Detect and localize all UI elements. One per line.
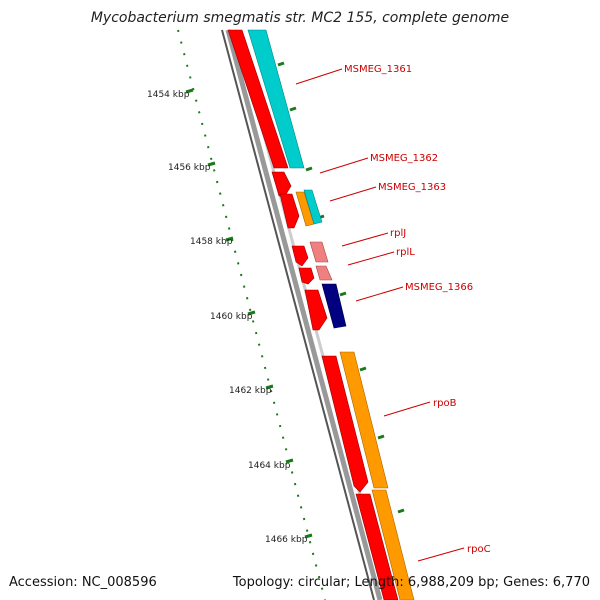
feature-rpoc-orange: [371, 489, 415, 600]
ruler-label-1456: 1456 kbp: [168, 163, 211, 173]
ruler-label-1466: 1466 kbp: [265, 535, 308, 545]
gene-label-rplj: rplJ: [390, 228, 406, 239]
ruler-major-ticks: [185, 88, 313, 539]
feature-msmeg-1361-cds: [227, 29, 289, 169]
feature-msmeg-1363-cds: [279, 193, 300, 229]
ruler-label-1454: 1454 kbp: [147, 90, 190, 100]
page-title: Mycobacterium smegmatis str. MC2 155, co…: [90, 10, 510, 26]
ruler-label-1462: 1462 kbp: [229, 386, 272, 396]
feature-msmeg-1363-cyan: [303, 189, 323, 225]
feature-rpoc-cds: [355, 493, 399, 600]
feature-msmeg-1366-cds: [304, 289, 328, 331]
feature-rplj-cds: [291, 245, 309, 267]
second-track-features: [247, 29, 415, 600]
gene-label-rpll: rplL: [396, 247, 415, 258]
red-cds-features: [227, 29, 399, 600]
feature-msmeg-1362-cds: [271, 171, 292, 197]
ruler-label-1464: 1464 kbp: [248, 461, 291, 471]
gene-label-msmeg-1362: MSMEG_1362: [370, 153, 438, 164]
feature-rplj-pink: [309, 241, 329, 263]
gene-label-msmeg-1366: MSMEG_1366: [405, 282, 473, 293]
gene-label-msmeg-1361: MSMEG_1361: [344, 64, 412, 75]
gene-label-msmeg-1363: MSMEG_1363: [378, 182, 446, 193]
feature-rpll-pink: [315, 265, 333, 281]
feature-rpob-orange: [339, 351, 389, 489]
feature-rpob-cds: [321, 355, 369, 493]
feature-msmeg-1366-navy: [321, 283, 347, 329]
feature-rpll-cds: [298, 267, 315, 285]
gene-label-rpoc: rpoC: [467, 544, 491, 555]
ruler-label-1460: 1460 kbp: [210, 312, 253, 322]
footer-stats: Topology: circular; Length: 6,988,209 bp…: [232, 575, 590, 590]
label-leader-lines: [295, 68, 465, 562]
gene-label-rpob: rpoB: [433, 398, 457, 409]
ruler-label-1458: 1458 kbp: [190, 237, 233, 247]
footer-accession: Accession: NC_008596: [9, 575, 157, 590]
feature-msmeg-1361-cyan: [247, 29, 305, 169]
